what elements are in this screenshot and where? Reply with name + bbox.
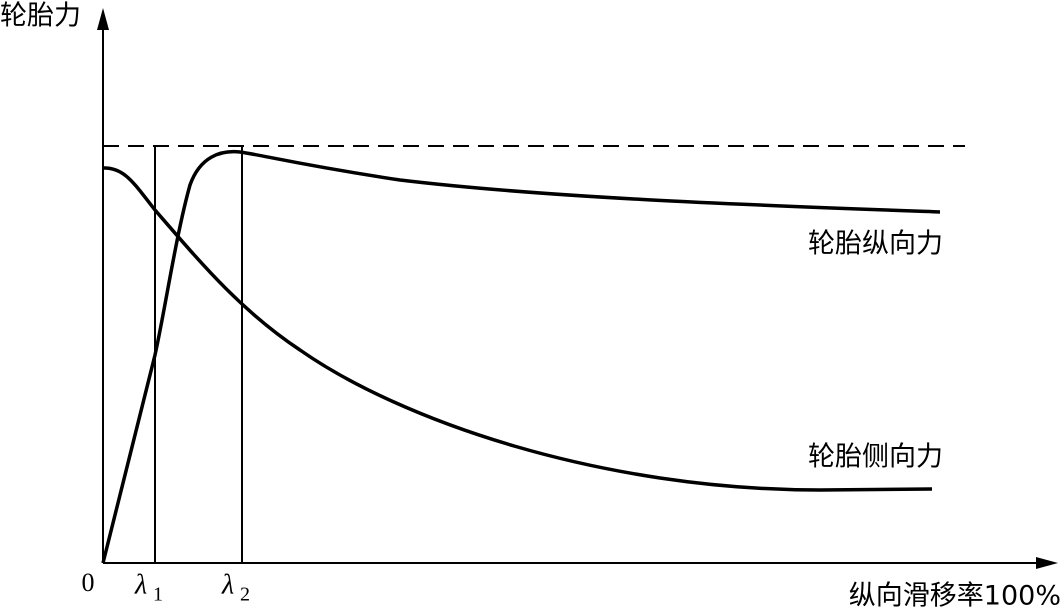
marker-subscript: 1 xyxy=(153,584,163,606)
y-axis-label: 轮胎力 xyxy=(0,1,81,32)
lateral-force-curve xyxy=(102,166,933,492)
y-axis-arrow xyxy=(97,8,109,30)
longitudinal-force-curve xyxy=(101,149,941,564)
curve-label: 轮胎纵向力 xyxy=(808,229,943,260)
x-axis-arrow xyxy=(1036,557,1058,569)
origin-label: 0 xyxy=(82,568,95,597)
marker-symbol: λ xyxy=(134,569,147,600)
curve-label: 轮胎侧向力 xyxy=(808,442,943,473)
marker-symbol: λ xyxy=(221,569,234,600)
marker-subscript: 2 xyxy=(240,584,250,606)
x-axis-label: 纵向滑移率100% xyxy=(849,581,1061,612)
